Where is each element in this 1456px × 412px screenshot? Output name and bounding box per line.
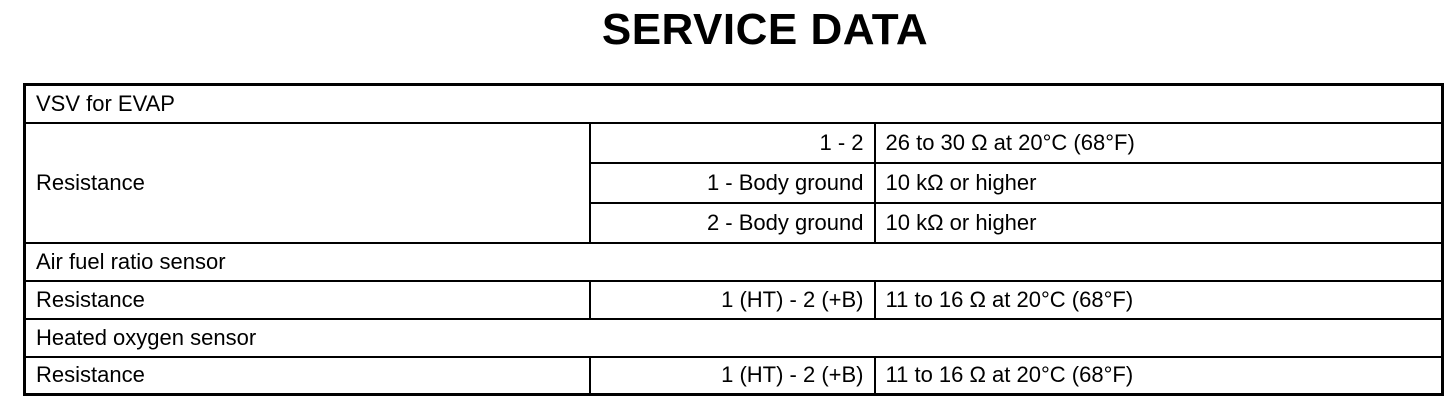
service-data-table: VSV for EVAP Resistance 1 - 2 26 to 30 Ω… — [23, 83, 1445, 396]
spec-value-cell: 10 kΩ or higher — [873, 161, 1444, 204]
spec-value-cell: 26 to 30 Ω at 20°C (68°F) — [873, 121, 1444, 164]
section-header-label: VSV for EVAP — [23, 83, 1444, 124]
spec-value-cell: 10 kΩ or higher — [873, 201, 1444, 244]
terminal-cell: 1 (HT) - 2 (+B) — [588, 279, 876, 320]
table-row: 1 - Body ground 10 kΩ or higher — [25, 161, 1444, 204]
table-row: 2 - Body ground 10 kΩ or higher — [25, 201, 1444, 244]
table-row: Resistance 1 (HT) - 2 (+B) 11 to 16 Ω at… — [23, 279, 1444, 320]
section-header-label: Heated oxygen sensor — [23, 317, 1444, 358]
table-row: Resistance 1 (HT) - 2 (+B) 11 to 16 Ω at… — [23, 355, 1444, 396]
section-header-row-air-fuel-ratio-sensor: Air fuel ratio sensor — [23, 241, 1444, 282]
spec-value-cell: 11 to 16 Ω at 20°C (68°F) — [873, 355, 1444, 396]
page-title: SERVICE DATA — [601, 5, 929, 54]
section-header-row-vsv-for-evap: VSV for EVAP — [23, 83, 1444, 124]
item-cell-resistance: Resistance — [23, 355, 591, 396]
table-row: Resistance 1 - 2 26 to 30 Ω at 20°C (68°… — [23, 121, 1444, 244]
terminal-cell: 1 (HT) - 2 (+B) — [588, 355, 876, 396]
section-header-row-heated-oxygen-sensor: Heated oxygen sensor — [23, 317, 1444, 358]
item-cell-resistance: Resistance — [23, 279, 591, 320]
terminal-cell: 1 - 2 — [588, 121, 876, 164]
item-cell-resistance: Resistance — [23, 121, 591, 244]
section-header-label: Air fuel ratio sensor — [23, 241, 1444, 282]
terminal-cell: 2 - Body ground — [588, 201, 876, 244]
spec-value-cell: 11 to 16 Ω at 20°C (68°F) — [873, 279, 1444, 320]
terminal-cell: 1 - Body ground — [588, 161, 876, 204]
